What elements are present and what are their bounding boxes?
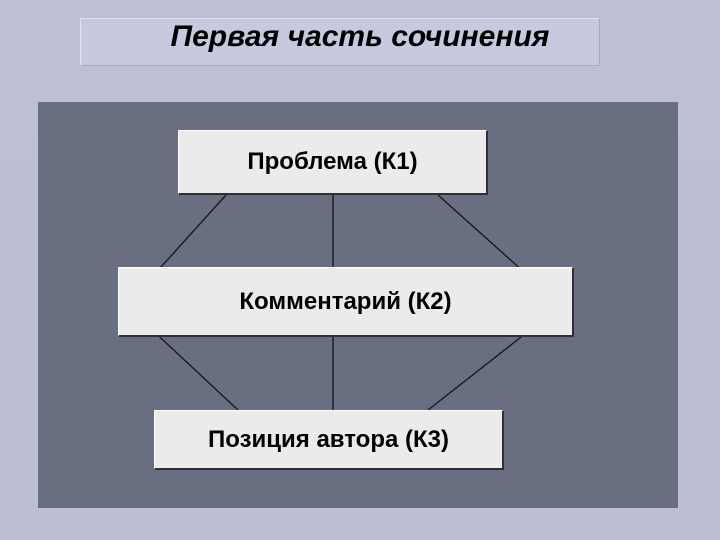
- diagram-node-label: Позиция автора (К3): [208, 426, 449, 454]
- diagram-panel: Проблема (К1) Комментарий (К2) Позиция авт…: [38, 102, 678, 508]
- diagram-node-n1: Проблема (К1): [178, 130, 488, 195]
- diagram-node-label: Проблема (К1): [247, 148, 417, 176]
- diagram-node-n3: Позиция автора (К3): [154, 410, 504, 470]
- diagram-node-label: Комментарий (К2): [239, 288, 451, 316]
- slide-title: Первая часть сочинения: [0, 20, 720, 54]
- diagram-node-n2: Комментарий (К2): [118, 267, 574, 337]
